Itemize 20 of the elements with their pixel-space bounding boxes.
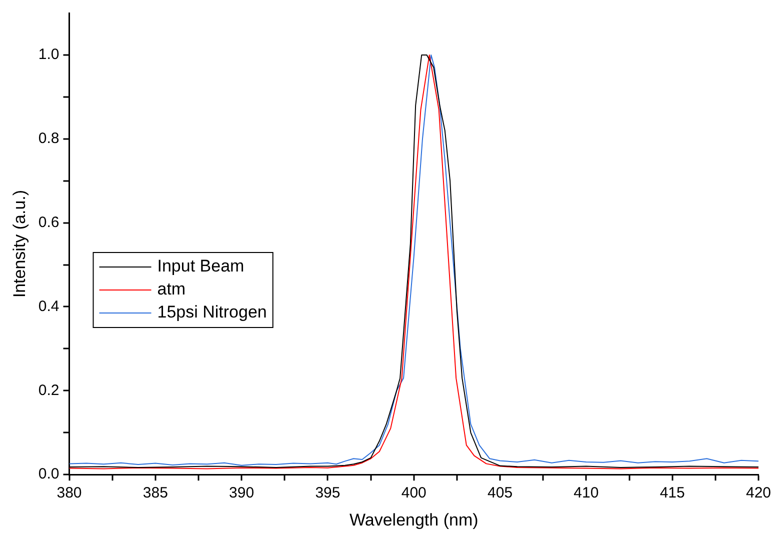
legend-label: Input Beam <box>157 256 244 276</box>
x-tick-label: 420 <box>746 484 771 502</box>
y-axis-title: Intensity (a.u.) <box>10 190 29 298</box>
x-tick-label: 400 <box>401 484 426 502</box>
x-tick-label: 380 <box>56 484 82 502</box>
legend-label: 15psi Nitrogen <box>157 302 267 322</box>
x-tick-label: 405 <box>488 484 513 502</box>
y-tick-label: 0.8 <box>38 130 60 148</box>
x-tick-label: 385 <box>142 484 168 502</box>
x-tick-label: 415 <box>660 484 685 502</box>
x-tick-label: 410 <box>574 484 599 502</box>
y-tick-label: 1.0 <box>38 46 60 64</box>
x-tick-label: 395 <box>315 484 340 502</box>
y-tick-label: 0.0 <box>38 466 60 483</box>
x-axis-title: Wavelength (nm) <box>349 510 478 530</box>
y-tick-label: 0.2 <box>38 382 60 399</box>
x-tick-label: 390 <box>229 484 254 502</box>
y-tick-label: 0.6 <box>38 214 60 231</box>
y-tick-label: 0.4 <box>38 298 60 315</box>
legend-label: atm <box>157 280 186 299</box>
